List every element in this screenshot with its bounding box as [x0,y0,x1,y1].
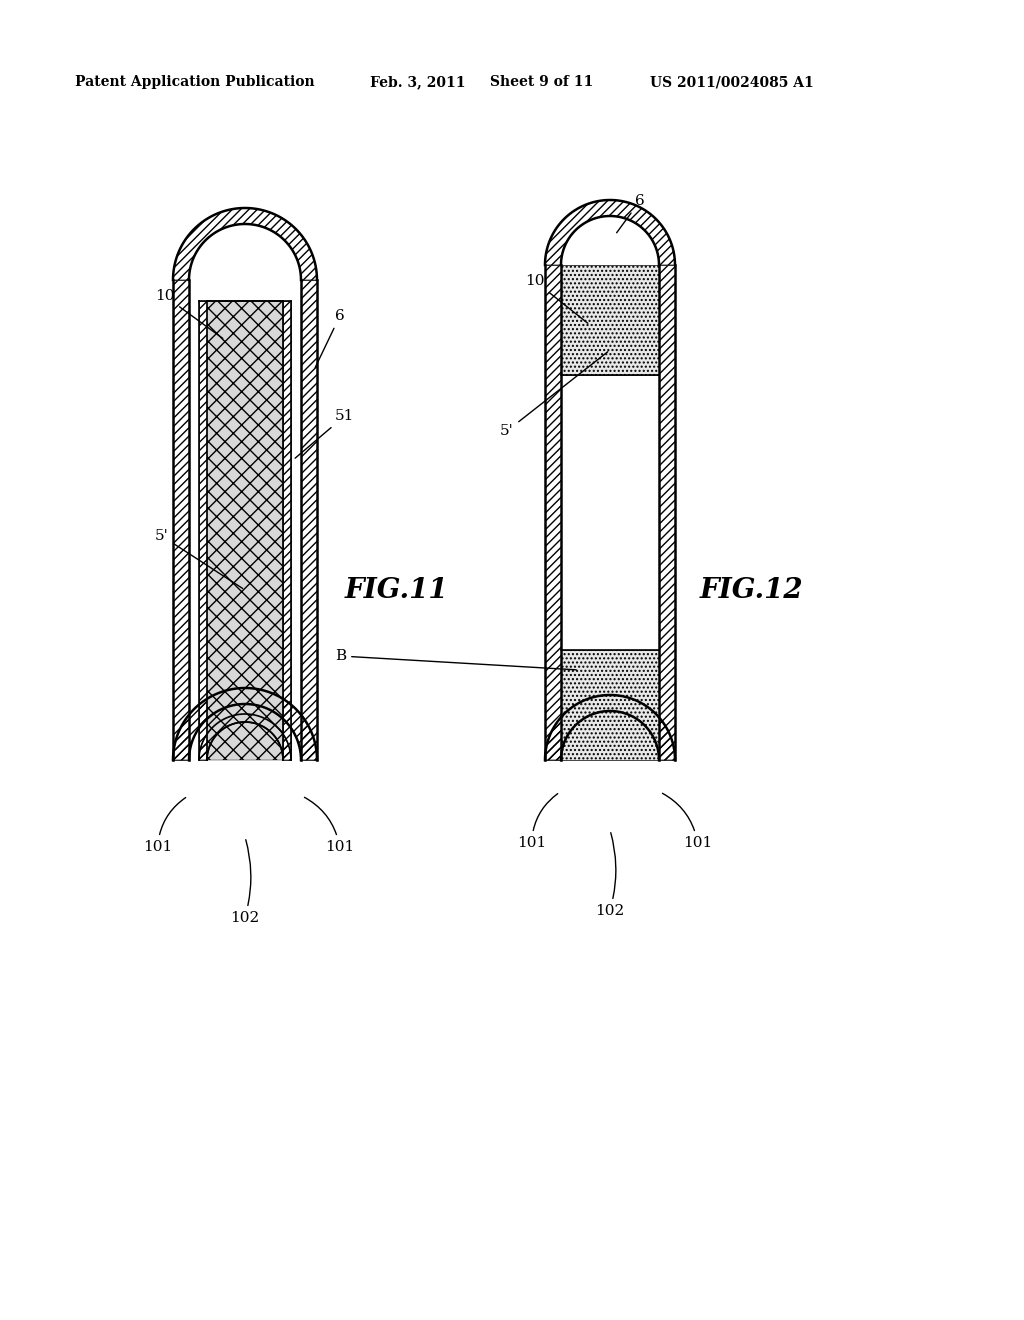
Text: 101: 101 [143,797,185,854]
Text: 10: 10 [525,275,588,323]
Polygon shape [561,649,659,760]
Text: 101: 101 [517,793,558,850]
Text: 6: 6 [315,309,345,367]
Text: FIG.12: FIG.12 [700,577,804,603]
Polygon shape [561,265,659,375]
Text: Sheet 9 of 11: Sheet 9 of 11 [490,75,593,88]
Text: Feb. 3, 2011: Feb. 3, 2011 [370,75,466,88]
Text: FIG.11: FIG.11 [345,577,449,603]
Text: 51: 51 [295,409,354,458]
Text: US 2011/0024085 A1: US 2011/0024085 A1 [650,75,814,88]
Text: 5': 5' [155,529,243,589]
Text: 5': 5' [500,351,608,438]
Text: Patent Application Publication: Patent Application Publication [75,75,314,88]
Text: 10: 10 [155,289,223,338]
Text: 6: 6 [616,194,645,232]
Text: 101: 101 [663,793,713,850]
Polygon shape [207,301,283,760]
Text: 102: 102 [595,833,625,917]
Polygon shape [561,375,659,649]
Text: B: B [335,649,577,669]
Text: 102: 102 [230,840,259,925]
Text: 101: 101 [304,797,354,854]
